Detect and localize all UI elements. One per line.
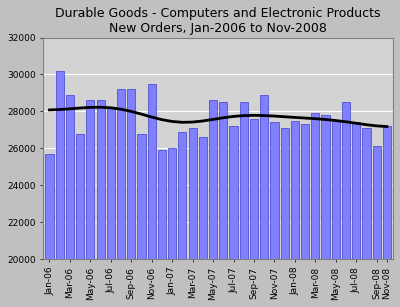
Bar xyxy=(250,119,258,307)
Bar xyxy=(86,100,94,307)
Bar xyxy=(280,128,289,307)
Bar xyxy=(199,137,207,307)
Bar xyxy=(209,100,217,307)
Bar xyxy=(362,128,370,307)
Bar xyxy=(188,128,197,307)
Bar xyxy=(383,126,391,307)
Bar xyxy=(260,95,268,307)
Bar xyxy=(96,100,105,307)
Bar xyxy=(352,122,360,307)
Bar xyxy=(270,122,278,307)
Bar xyxy=(158,150,166,307)
Bar xyxy=(322,115,330,307)
Bar xyxy=(127,89,135,307)
Bar xyxy=(342,102,350,307)
Bar xyxy=(311,113,320,307)
Bar xyxy=(117,89,125,307)
Bar xyxy=(148,84,156,307)
Bar xyxy=(138,134,146,307)
Bar xyxy=(76,134,84,307)
Title: Durable Goods - Computers and Electronic Products
New Orders, Jan-2006 to Nov-20: Durable Goods - Computers and Electronic… xyxy=(56,7,381,35)
Bar xyxy=(178,132,186,307)
Bar xyxy=(107,108,115,307)
Bar xyxy=(56,71,64,307)
Bar xyxy=(301,124,309,307)
Bar xyxy=(230,126,238,307)
Bar xyxy=(66,95,74,307)
Bar xyxy=(219,102,227,307)
Bar xyxy=(373,146,381,307)
Bar xyxy=(45,154,54,307)
Bar xyxy=(240,102,248,307)
Bar xyxy=(332,121,340,307)
Bar xyxy=(168,148,176,307)
Bar xyxy=(291,121,299,307)
